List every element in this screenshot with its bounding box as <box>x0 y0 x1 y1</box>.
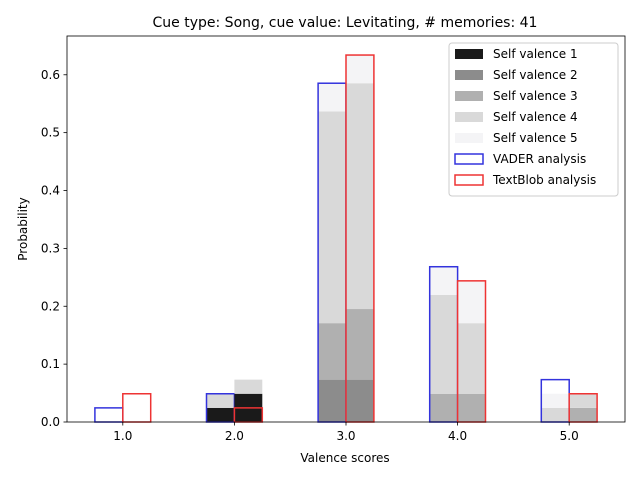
bar-vader-valence1-x2 <box>206 407 235 422</box>
bar-vader-valence2-x3 <box>318 379 346 422</box>
bar-vader-valence5-x3 <box>318 83 346 112</box>
legend-swatch-self-valence-4 <box>455 112 483 122</box>
bar-textblob-valence4-x4 <box>457 323 486 394</box>
legend-box <box>448 42 619 197</box>
y-tick-label: 0.4 <box>41 184 60 198</box>
bar-textblob-valence4-x5 <box>569 393 598 408</box>
x-axis-label: Valence scores <box>300 451 389 465</box>
bar-textblob-valence3-x4 <box>457 393 486 422</box>
y-tick-label: 0.2 <box>41 299 60 313</box>
y-tick-label: 0.0 <box>41 415 60 429</box>
x-tick-label: 4.0 <box>448 429 467 443</box>
legend-label-textblob: TextBlob analysis <box>492 173 596 187</box>
bar-textblob-valence5-x3 <box>346 54 374 84</box>
bar-textblob-valence3-x5 <box>569 407 598 422</box>
y-tick-label: 0.1 <box>41 357 60 371</box>
y-axis-ticks: 0.0 0.1 0.2 0.3 0.4 0.5 0.6 <box>41 68 67 429</box>
x-tick-label: 3.0 <box>336 429 355 443</box>
bar-textblob-valence4-x3 <box>346 83 374 310</box>
y-tick-label: 0.5 <box>41 126 60 140</box>
bar-vader-valence3-x3 <box>318 323 346 380</box>
y-tick-label: 0.6 <box>41 68 60 82</box>
legend-label-self-valence-5: Self valence 5 <box>493 131 578 145</box>
y-tick-label: 0.3 <box>41 241 60 255</box>
legend-swatch-self-valence-3 <box>455 91 483 101</box>
bar-vader-valence5-x5 <box>541 393 570 408</box>
chart-title: Cue type: Song, cue value: Levitating, #… <box>153 15 538 31</box>
x-axis-ticks: 1.0 2.0 3.0 4.0 5.0 <box>113 422 579 443</box>
legend-label-self-valence-4: Self valence 4 <box>493 110 578 124</box>
bar-textblob-valence2-x3 <box>346 379 374 422</box>
bars-group <box>94 54 598 423</box>
bar-textblob-valence5-x4 <box>457 280 486 324</box>
bar-vader-valence5-x4 <box>429 266 458 295</box>
legend-swatch-self-valence-1 <box>455 49 483 59</box>
legend-swatch-vader <box>454 153 484 165</box>
bar-vader-valence4-x2 <box>206 393 235 408</box>
bar-vader-valence4-x4 <box>429 294 458 394</box>
x-tick-label: 2.0 <box>225 429 244 443</box>
bar-textblob-valence4-x2 <box>234 379 263 394</box>
legend: Self valence 1 Self valence 2 Self valence… <box>448 42 619 197</box>
bar-textblob-valence3-x3 <box>346 309 374 380</box>
x-tick-label: 1.0 <box>113 429 132 443</box>
legend-label-self-valence-2: Self valence 2 <box>493 68 578 82</box>
legend-swatch-self-valence-5 <box>455 133 483 143</box>
bar-vader-valence3-x4 <box>429 393 458 422</box>
legend-swatch-textblob <box>454 174 484 186</box>
legend-swatch-self-valence-2 <box>455 70 483 80</box>
bar-vader-valence4-x3 <box>318 111 346 324</box>
legend-label-self-valence-1: Self valence 1 <box>493 47 578 61</box>
legend-label-vader: VADER analysis <box>493 152 586 166</box>
y-axis-label: Probability <box>16 197 30 260</box>
bar-vader-valence4-x5 <box>541 407 570 422</box>
x-tick-label: 5.0 <box>560 429 579 443</box>
legend-label-self-valence-3: Self valence 3 <box>493 89 578 103</box>
